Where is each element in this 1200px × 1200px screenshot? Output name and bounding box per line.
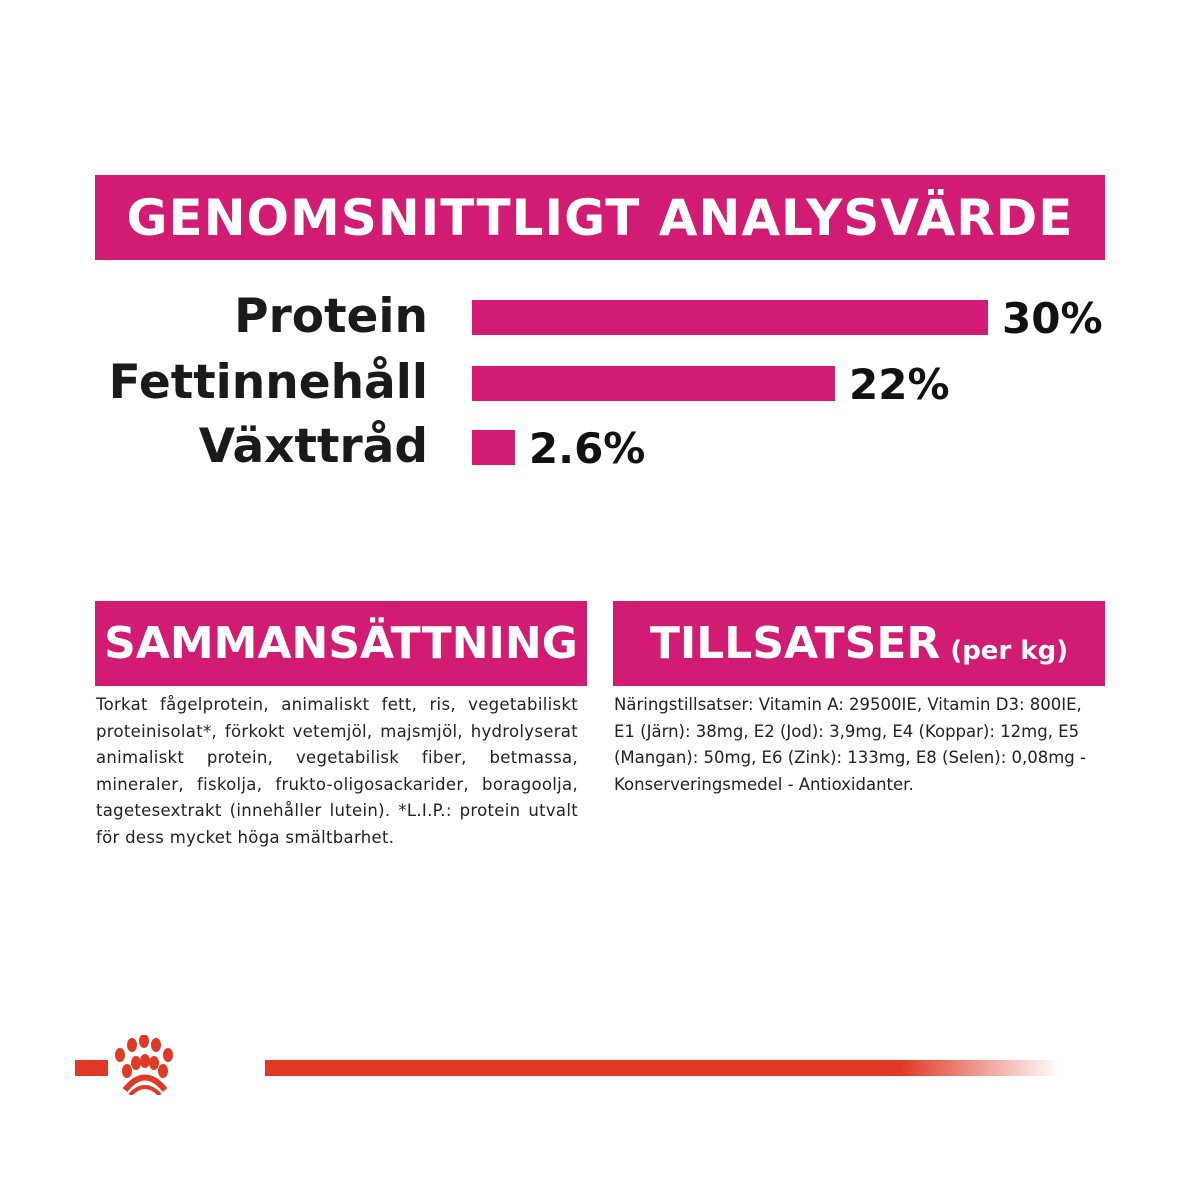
bar — [472, 300, 988, 335]
brand-line — [265, 1060, 1060, 1076]
bar-label: Protein — [234, 289, 428, 344]
bar — [472, 430, 515, 465]
composition-heading: SAMMANSÄTTNING — [95, 601, 587, 686]
crown-logo-icon — [75, 1035, 1060, 1095]
additives-heading: TILLSATSER (per kg) — [613, 601, 1105, 686]
additives-text: Näringstillsatser: Vitamin A: 29500IE, V… — [614, 695, 1086, 794]
additives-heading-text: TILLSATSER — [649, 618, 941, 669]
bar-label: Växttråd — [198, 419, 428, 474]
bar-value-label: 2.6% — [528, 424, 646, 473]
composition-text: Torkat fågelprotein, animaliskt fett, ri… — [96, 695, 578, 847]
brand-line-left — [75, 1060, 108, 1076]
chart-title: GENOMSNITTLIGT ANALYSVÄRDE — [95, 175, 1105, 260]
additives-unit: (per kg) — [950, 635, 1069, 666]
bar — [472, 366, 835, 401]
bar-label: Fettinnehåll — [108, 355, 428, 410]
bar-value-label: 30% — [1002, 294, 1103, 343]
bar-value-label: 22% — [849, 360, 950, 409]
crown-dots — [115, 1035, 173, 1078]
